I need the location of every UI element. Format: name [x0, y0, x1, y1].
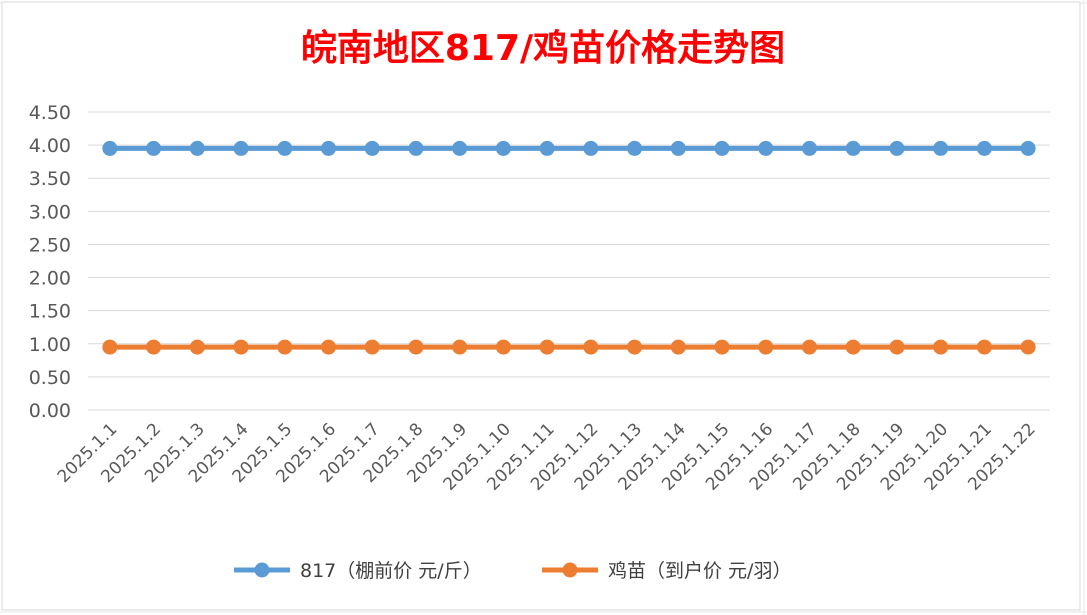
data-point[interactable]: [889, 140, 905, 156]
data-point[interactable]: [495, 140, 511, 156]
gridlines: [88, 111, 1050, 411]
y-tick-label: 3.50: [29, 168, 71, 190]
data-point[interactable]: [670, 339, 686, 355]
data-point[interactable]: [714, 339, 730, 355]
y-tick-label: 3.00: [29, 201, 71, 223]
data-point[interactable]: [976, 339, 992, 355]
data-point[interactable]: [364, 140, 380, 156]
data-point[interactable]: [146, 140, 162, 156]
data-point[interactable]: [102, 339, 118, 355]
y-tick-label: 0.00: [29, 400, 71, 422]
legend-entry[interactable]: 817（棚前价 元/斤）: [234, 560, 482, 582]
data-point[interactable]: [364, 339, 380, 355]
data-point[interactable]: [452, 339, 468, 355]
y-tick-label: 1.50: [29, 301, 71, 323]
data-point[interactable]: [627, 339, 643, 355]
data-point[interactable]: [889, 339, 905, 355]
data-point[interactable]: [277, 339, 293, 355]
data-point[interactable]: [539, 339, 555, 355]
legend-marker: [562, 562, 578, 578]
data-point[interactable]: [976, 140, 992, 156]
data-point[interactable]: [933, 339, 949, 355]
y-tick-label: 1.00: [29, 334, 71, 356]
data-point[interactable]: [277, 140, 293, 156]
data-point[interactable]: [627, 140, 643, 156]
data-point[interactable]: [802, 140, 817, 156]
y-tick-label: 0.50: [29, 367, 71, 389]
legend[interactable]: 817（棚前价 元/斤） 鸡苗（到户价 元/羽）: [234, 560, 791, 582]
data-point[interactable]: [583, 140, 599, 156]
data-point[interactable]: [933, 140, 949, 156]
data-point[interactable]: [408, 140, 424, 156]
data-point[interactable]: [495, 339, 511, 355]
data-point[interactable]: [758, 339, 774, 355]
y-tick-label: 2.00: [29, 268, 71, 290]
legend-label: 817（棚前价 元/斤）: [300, 560, 482, 582]
chart-title[interactable]: 皖南地区817/鸡苗价格走势图: [301, 28, 785, 69]
data-point[interactable]: [233, 339, 249, 355]
data-point[interactable]: [1020, 339, 1036, 355]
data-point[interactable]: [189, 339, 205, 355]
data-point[interactable]: [758, 140, 774, 156]
y-tick-label: 4.50: [29, 102, 71, 124]
data-point[interactable]: [670, 140, 686, 156]
data-point[interactable]: [802, 339, 817, 355]
data-point[interactable]: [408, 339, 424, 355]
data-point[interactable]: [845, 339, 861, 355]
data-point[interactable]: [233, 140, 249, 156]
y-tick-label: 4.00: [29, 135, 71, 157]
series-1[interactable]: [102, 140, 1036, 156]
data-point[interactable]: [714, 140, 730, 156]
data-point[interactable]: [583, 339, 599, 355]
data-point[interactable]: [845, 140, 861, 156]
y-tick-label: 2.50: [29, 234, 71, 256]
plot-area[interactable]: [102, 140, 1036, 355]
legend-entry[interactable]: 鸡苗（到户价 元/羽）: [542, 560, 791, 582]
data-point[interactable]: [539, 140, 555, 156]
data-point[interactable]: [146, 339, 162, 355]
data-point[interactable]: [1020, 140, 1036, 156]
legend-label: 鸡苗（到户价 元/羽）: [608, 560, 791, 582]
data-point[interactable]: [452, 140, 468, 156]
data-point[interactable]: [321, 339, 336, 355]
data-point[interactable]: [102, 140, 118, 156]
data-point[interactable]: [321, 140, 336, 156]
legend-marker: [254, 562, 270, 578]
series-2[interactable]: [102, 339, 1036, 355]
data-point[interactable]: [189, 140, 205, 156]
y-axis-tick-labels[interactable]: 0.00 0.50 1.00 1.50 2.00 2.50 3.00 3.50 4.00 4.50: [29, 102, 71, 422]
